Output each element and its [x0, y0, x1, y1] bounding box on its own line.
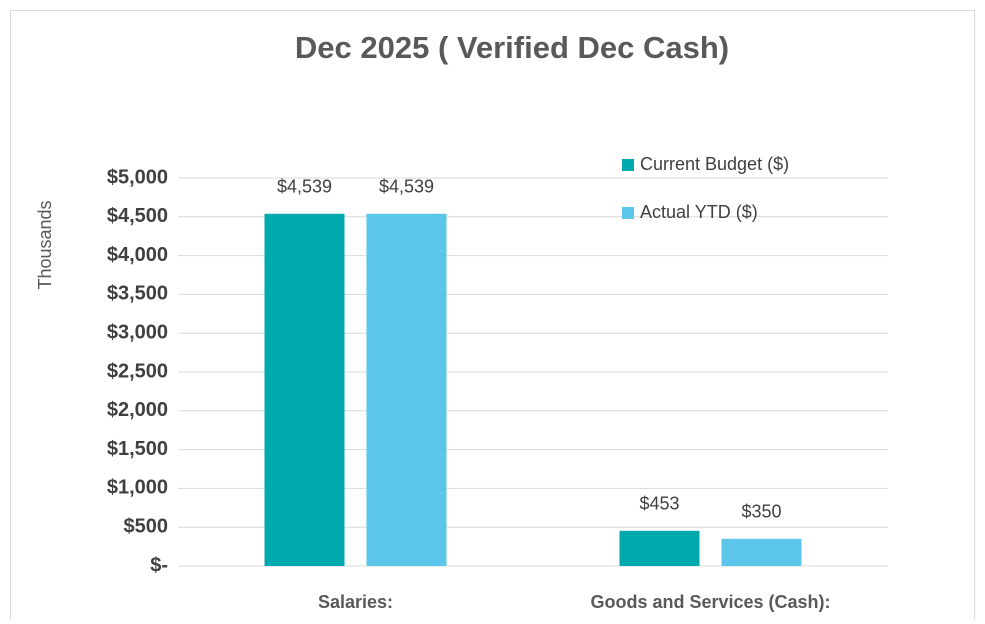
y-tick-label: $3,000 — [107, 321, 168, 343]
bar — [366, 213, 447, 566]
x-tick-label: Goods and Services (Cash): — [590, 592, 830, 612]
y-tick-label: $4,000 — [107, 244, 168, 266]
y-tick-label: $1,000 — [107, 477, 168, 499]
legend-swatch — [622, 159, 634, 171]
legend-swatch — [622, 207, 634, 219]
data-label: $4,539 — [277, 177, 332, 197]
chart-title: Dec 2025 ( Verified Dec Cash) — [295, 30, 729, 65]
y-tick-label: $5,000 — [107, 166, 168, 188]
bar — [619, 530, 700, 566]
y-tick-label: $- — [150, 554, 168, 576]
chart-border — [10, 10, 975, 624]
data-label: $350 — [741, 502, 781, 522]
legend-label: Current Budget ($) — [640, 154, 789, 174]
data-label: $453 — [639, 494, 679, 514]
y-tick-label: $500 — [124, 515, 169, 537]
legend-label: Actual YTD ($) — [640, 202, 758, 222]
y-tick-label: $4,500 — [107, 205, 168, 227]
bar — [264, 213, 345, 566]
y-tick-label: $3,500 — [107, 283, 168, 305]
bar — [721, 538, 802, 566]
y-axis-label: Thousands — [35, 200, 55, 289]
data-label: $4,539 — [379, 177, 434, 197]
y-tick-label: $1,500 — [107, 438, 168, 460]
y-tick-label: $2,000 — [107, 399, 168, 421]
x-tick-label: Salaries: — [318, 592, 393, 612]
y-tick-label: $2,500 — [107, 360, 168, 382]
